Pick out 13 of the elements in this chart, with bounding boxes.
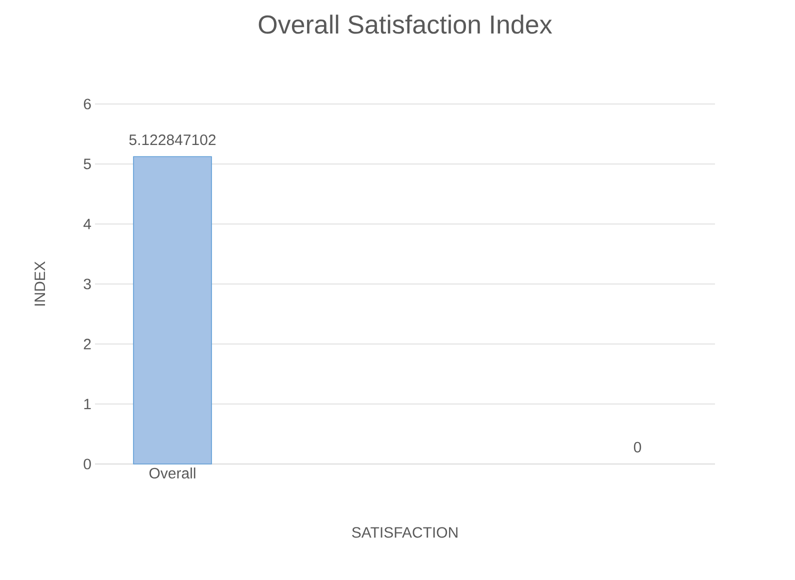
y-tick-label: 2 [84,338,91,350]
data-label: 5.122847102 [129,134,216,146]
y-tick-label: 3 [84,278,91,290]
data-label: 0 [634,442,642,452]
x-tick-label: Overall [149,468,196,479]
y-tick-label: 5 [84,158,91,170]
y-axis-title: INDEX [34,261,45,306]
y-tick-label: 0 [84,458,91,470]
chart-title: Overall Satisfaction Index [258,14,552,34]
y-tick-label: 6 [84,98,91,110]
x-axis-title: SATISFACTION [352,527,458,538]
y-tick-label: 1 [84,398,91,410]
y-tick-label: 4 [83,218,92,230]
